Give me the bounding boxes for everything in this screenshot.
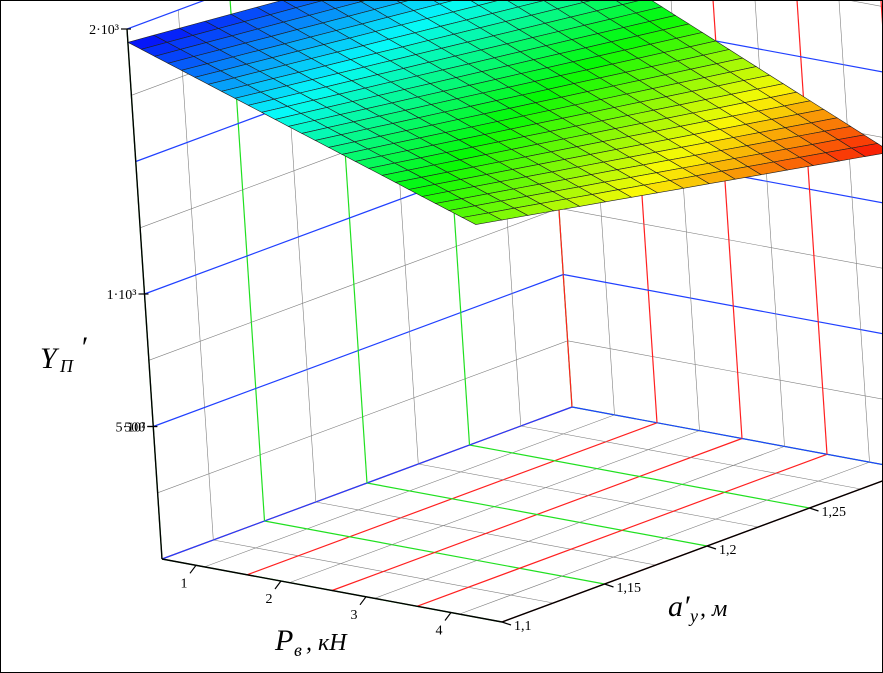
right-wall-grid-line xyxy=(796,0,828,455)
x-tick-label: 4 xyxy=(436,624,443,639)
y-tick-mark xyxy=(706,545,717,550)
x-tick-mark xyxy=(444,612,452,621)
y-tick-mark xyxy=(809,507,819,512)
z-axis-label-prime: ′ xyxy=(80,331,87,364)
left-wall-grid-line xyxy=(126,0,207,30)
x-tick-label: 3 xyxy=(351,608,358,623)
z-axis-label: Y xyxy=(40,342,60,375)
x-tick-mark xyxy=(274,580,282,590)
x-tick-mark xyxy=(189,564,197,574)
y-axis-line xyxy=(501,480,883,623)
surface-facet xyxy=(461,212,503,225)
floor-grid-line xyxy=(416,453,828,607)
x-axis-label-sub: в xyxy=(294,640,302,660)
floor-grid-line xyxy=(520,425,861,490)
y-tick-label: 1,1 xyxy=(514,619,532,634)
y-tick-label: 1,15 xyxy=(617,581,642,596)
floor-grid-line xyxy=(469,444,810,509)
surface-mesh xyxy=(127,0,883,225)
z-axis-label-sub: П xyxy=(59,356,74,376)
x-axis-label-unit: , кН xyxy=(306,630,348,656)
floor-grid-line xyxy=(459,461,870,615)
right-wall-grid-line xyxy=(567,340,883,400)
floor-grid-line xyxy=(418,463,759,528)
x-axis-line xyxy=(161,558,503,623)
y-axis-label-unit: , м xyxy=(700,596,727,622)
y-axis-label-sub: y xyxy=(688,606,698,626)
right-wall-grid-line xyxy=(754,0,785,447)
y-tick-mark xyxy=(501,621,512,626)
floor-grid-line xyxy=(374,446,785,599)
x-tick-label: 1 xyxy=(181,576,188,591)
right-wall-grid-line xyxy=(838,0,870,463)
floor-grid-line xyxy=(501,480,883,623)
y-tick-label: 1,25 xyxy=(822,505,847,520)
y-axis-label: a′ xyxy=(668,590,690,623)
z-tick-label: 2·10³ xyxy=(89,23,119,38)
y-tick-label: 1,2 xyxy=(719,543,737,558)
z-tick-label: 1·10³ xyxy=(107,288,137,303)
floor-grid-line xyxy=(366,482,708,547)
right-wall-grid-line xyxy=(563,273,883,335)
z-tick-label: 500 xyxy=(124,421,145,436)
x-tick-label: 2 xyxy=(266,592,273,607)
y-tick-mark xyxy=(604,583,614,588)
x-tick-mark xyxy=(359,596,367,606)
x-axis-label: P xyxy=(274,624,293,657)
right-wall-grid-line xyxy=(558,208,883,269)
z-tick-label: 5·10² xyxy=(115,421,145,436)
